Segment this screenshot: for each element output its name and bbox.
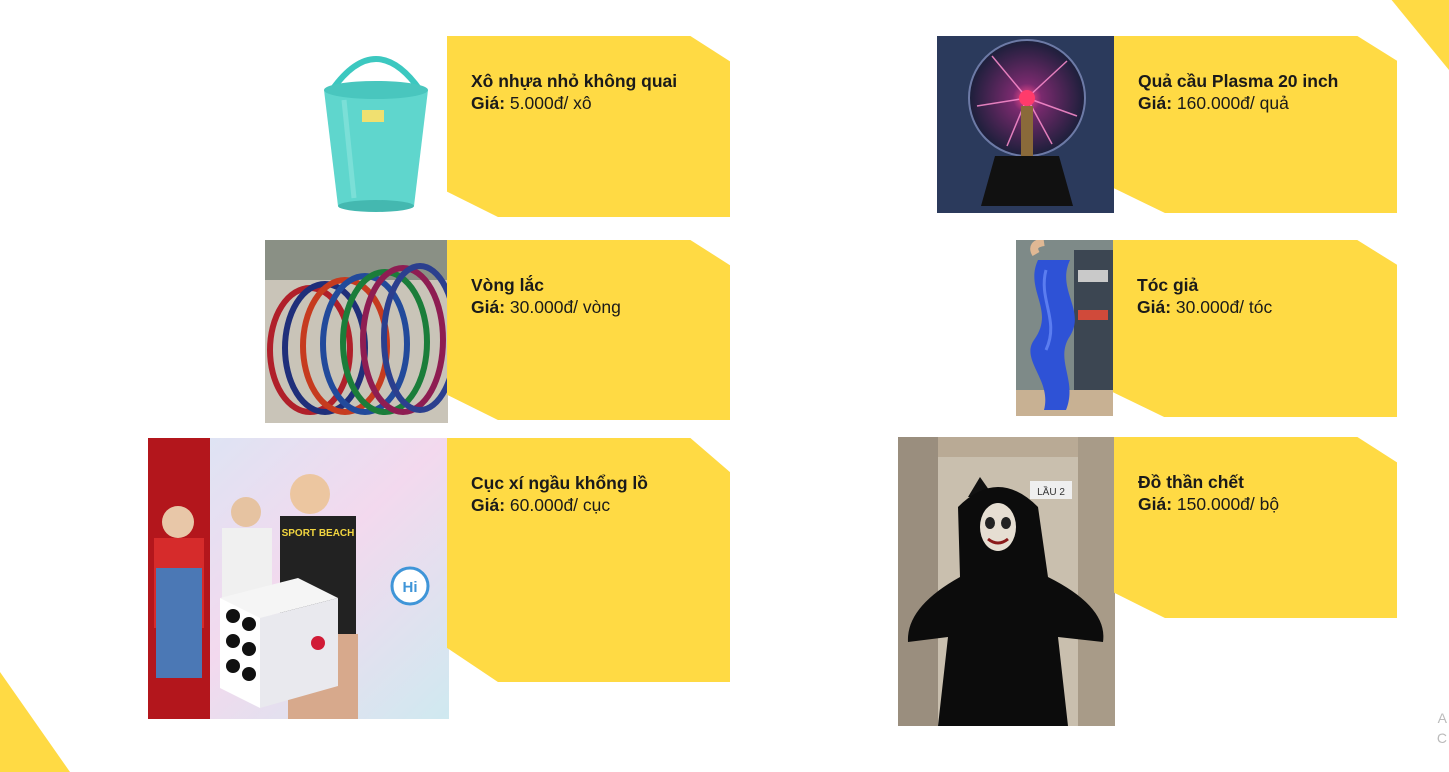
product-price-row: Giá: 5.000đ/ xô: [471, 92, 677, 114]
price-label: Giá:: [1137, 297, 1172, 317]
giant-dice-icon: SPORT BEACH Hi: [148, 438, 449, 719]
hi-sign-text: Hi: [403, 579, 418, 596]
product-photo-wig: [1016, 240, 1113, 416]
product-price-row: Giá: 30.000đ/ vòng: [471, 296, 621, 318]
product-card-plasma-ball[interactable]: Quả cầu Plasma 20 inch Giá: 160.000đ/ qu…: [1114, 36, 1397, 213]
product-name: Vòng lắc: [471, 275, 544, 295]
hula-hoop-icon: [265, 240, 448, 423]
price-label: Giá:: [471, 93, 506, 113]
product-price-row: Giá: 150.000đ/ bộ: [1138, 493, 1279, 515]
edge-mark-a: A: [1437, 710, 1447, 726]
price-value: 150.000đ/ bộ: [1176, 494, 1280, 514]
wig-icon: [1016, 240, 1113, 416]
bucket-icon: [310, 38, 442, 216]
product-photo-bucket: [310, 38, 442, 216]
corner-decoration-bottom-left: [0, 672, 70, 772]
elevator-sign-text: LẦU 2: [1037, 485, 1065, 498]
product-price-row: Giá: 160.000đ/ quả: [1138, 92, 1338, 114]
product-photo-grim-reaper: LẦU 2: [898, 437, 1115, 726]
price-value: 30.000đ/ tóc: [1175, 297, 1273, 317]
product-card-bucket[interactable]: Xô nhựa nhỏ không quai Giá: 5.000đ/ xô: [447, 36, 730, 217]
grim-reaper-costume-icon: LẦU 2: [898, 437, 1115, 726]
price-value: 60.000đ/ cục: [509, 495, 611, 515]
product-price-row: Giá: 60.000đ/ cục: [471, 494, 648, 516]
product-name: Cục xí ngầu khổng lồ: [471, 473, 648, 493]
product-card-wig[interactable]: Tóc giả Giá: 30.000đ/ tóc: [1113, 240, 1397, 417]
shirt-text: SPORT BEACH: [282, 528, 355, 539]
price-value: 5.000đ/ xô: [509, 93, 592, 113]
plasma-ball-icon: [937, 36, 1114, 213]
product-name: Đồ thần chết: [1138, 472, 1244, 492]
product-name: Xô nhựa nhỏ không quai: [471, 71, 678, 91]
product-photo-plasma-ball: [937, 36, 1114, 213]
price-label: Giá:: [471, 495, 506, 515]
price-label: Giá:: [471, 297, 506, 317]
product-photo-giant-dice: SPORT BEACH Hi: [148, 438, 449, 719]
edge-mark-c: C: [1436, 730, 1447, 746]
product-name: Quả cầu Plasma 20 inch: [1138, 71, 1339, 91]
product-price-row: Giá: 30.000đ/ tóc: [1137, 296, 1272, 318]
price-value: 160.000đ/ quả: [1176, 93, 1289, 113]
product-card-grim-reaper[interactable]: Đồ thần chết Giá: 150.000đ/ bộ: [1114, 437, 1397, 618]
price-label: Giá:: [1138, 93, 1173, 113]
price-label: Giá:: [1138, 494, 1173, 514]
price-value: 30.000đ/ vòng: [509, 297, 621, 317]
product-card-giant-dice[interactable]: Cục xí ngầu khổng lồ Giá: 60.000đ/ cục: [447, 438, 730, 682]
product-name: Tóc giả: [1137, 275, 1199, 295]
product-photo-hula-hoops: [265, 240, 448, 423]
product-card-hula-hoops[interactable]: Vòng lắc Giá: 30.000đ/ vòng: [447, 240, 730, 420]
